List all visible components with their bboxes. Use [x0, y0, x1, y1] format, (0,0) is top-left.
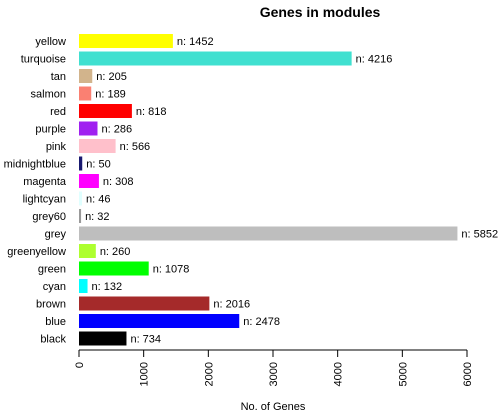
- bar-magenta: [79, 174, 99, 188]
- data-label-pink: n: 566: [120, 141, 151, 153]
- category-label-tan: tan: [51, 71, 66, 83]
- category-label-grey: grey: [45, 229, 67, 241]
- x-tick-label-6000: 6000: [462, 362, 474, 386]
- category-label-purple: purple: [35, 124, 66, 136]
- category-label-cyan: cyan: [43, 281, 66, 293]
- data-label-salmon: n: 189: [95, 89, 126, 101]
- x-tick-label-3000: 3000: [268, 362, 280, 386]
- x-tick-label-2000: 2000: [203, 362, 215, 386]
- data-label-magenta: n: 308: [103, 176, 134, 188]
- bar-midnightblue: [79, 156, 83, 171]
- bar-cyan: [79, 279, 88, 293]
- bar-greenyellow: [79, 244, 96, 258]
- category-label-midnightblue: midnightblue: [4, 159, 66, 171]
- data-label-green: n: 1078: [153, 264, 190, 276]
- data-label-greenyellow: n: 260: [100, 246, 131, 258]
- data-label-midnightblue: n: 50: [86, 159, 110, 171]
- data-label-black: n: 734: [130, 334, 161, 346]
- bar-salmon: [79, 86, 92, 101]
- data-label-tan: n: 205: [96, 71, 127, 83]
- category-label-blue: blue: [45, 316, 66, 328]
- data-label-cyan: n: 132: [92, 281, 123, 293]
- data-label-red: n: 818: [136, 106, 167, 118]
- bar-blue: [79, 314, 240, 328]
- category-label-brown: brown: [36, 299, 66, 311]
- bar-yellow: [79, 34, 173, 48]
- bar-purple: [79, 121, 98, 136]
- x-tick-label-1000: 1000: [139, 362, 151, 386]
- category-label-black: black: [40, 334, 66, 346]
- category-label-lightcyan: lightcyan: [23, 194, 66, 206]
- category-label-salmon: salmon: [31, 89, 66, 101]
- bar-turquoise: [79, 51, 352, 66]
- data-label-grey60: n: 32: [85, 211, 109, 223]
- data-label-brown: n: 2016: [213, 299, 250, 311]
- category-label-greenyellow: greenyellow: [7, 246, 66, 258]
- data-label-blue: n: 2478: [243, 316, 280, 328]
- x-tick-label-5000: 5000: [397, 362, 409, 386]
- category-label-grey60: grey60: [32, 211, 66, 223]
- chart-title: Genes in modules: [260, 4, 381, 20]
- data-label-purple: n: 286: [101, 124, 132, 136]
- category-label-magenta: magenta: [23, 176, 67, 188]
- data-label-yellow: n: 1452: [177, 36, 214, 48]
- x-axis: 0 1000 2000 3000 4000 5000 6000: [74, 349, 474, 386]
- bar-grey: [79, 226, 458, 241]
- bar-grey60: [79, 209, 82, 223]
- bars-group: [79, 34, 458, 346]
- x-tick-label-4000: 4000: [333, 362, 345, 386]
- category-label-red: red: [50, 106, 66, 118]
- category-label-yellow: yellow: [35, 36, 66, 48]
- category-label-green: green: [38, 264, 66, 276]
- category-label-pink: pink: [46, 141, 67, 153]
- data-labels: n: 1452 n: 4216 n: 205 n: 189 n: 818 n: 286 n:…: [85, 36, 498, 346]
- category-labels: yellow turquoise tan salmon red purple pink mid…: [4, 36, 67, 346]
- data-label-grey: n: 5852: [461, 229, 498, 241]
- bar-black: [79, 331, 127, 346]
- category-label-turquoise: turquoise: [21, 54, 66, 66]
- bar-tan: [79, 69, 93, 83]
- bar-red: [79, 104, 132, 118]
- data-label-lightcyan: n: 46: [86, 194, 110, 206]
- bar-pink: [79, 139, 116, 153]
- x-axis-label: No. of Genes: [241, 401, 306, 413]
- bar-brown: [79, 296, 210, 311]
- bar-lightcyan: [79, 191, 82, 206]
- x-tick-label-0: 0: [74, 362, 86, 368]
- bar-green: [79, 261, 149, 276]
- data-label-turquoise: n: 4216: [356, 54, 393, 66]
